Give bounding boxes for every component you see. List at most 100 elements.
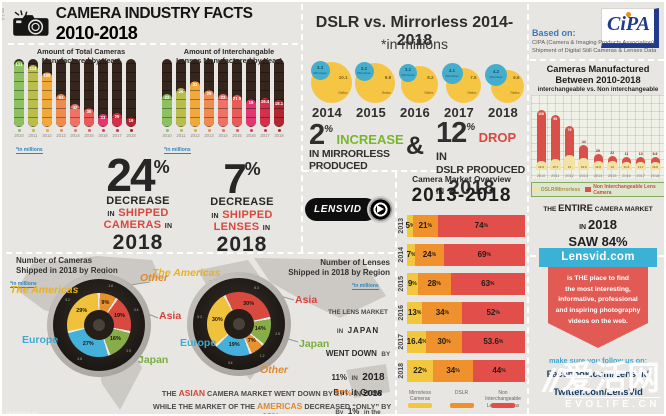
bar-column: 31 2012 bbox=[190, 59, 200, 138]
slice-percent: 19% bbox=[228, 341, 240, 348]
stat-line: SHIPPED bbox=[118, 206, 169, 219]
bar-track: 18.1 bbox=[274, 59, 284, 127]
text: 2018 bbox=[363, 388, 383, 398]
bar-column: 114 2011 bbox=[28, 59, 38, 138]
follow-label: make sure you follow us on: bbox=[548, 356, 648, 365]
text: WHILE THE MARKET OF THE bbox=[152, 402, 255, 411]
non-icl-value: 79 bbox=[567, 127, 572, 132]
bar-track: 100 bbox=[42, 59, 52, 127]
slice-value: 4.8 bbox=[77, 357, 82, 362]
badge-shield: is THE place to find the most interestin… bbox=[548, 259, 648, 348]
play-icon bbox=[377, 205, 384, 213]
bar-column: 22 2010 bbox=[162, 59, 172, 138]
bar-value: 35 bbox=[86, 108, 92, 114]
legend-label: DSLR/Mirrorless bbox=[541, 186, 581, 193]
bar-segment: 44% bbox=[473, 359, 525, 382]
bar-value: 61 bbox=[58, 94, 64, 100]
non-icl-bar bbox=[565, 125, 574, 170]
manufactured-chart: 108 12.9 2010 98 15.7 2011 79 21 2012 44 16.8 2013 2… bbox=[531, 95, 664, 179]
bar-track: 21.5 bbox=[232, 59, 242, 127]
bar-fill: 22 bbox=[162, 94, 172, 127]
bar-fill: 26 bbox=[176, 88, 186, 127]
mirrorless-bubble: 3.1 Mirrorless bbox=[399, 63, 417, 82]
bar-fill: 31 bbox=[190, 80, 200, 127]
divider bbox=[303, 170, 525, 172]
legend-swatch bbox=[408, 403, 432, 408]
bar-value: 22 bbox=[220, 95, 226, 100]
region-label-other: Other bbox=[140, 272, 169, 284]
title-text: CAMERA INDUSTRY FACTS bbox=[55, 4, 253, 22]
stat-year: 2018 bbox=[112, 231, 164, 254]
text: DECREASED “ONLY” BY bbox=[304, 402, 392, 411]
stat-line: IN MIRRORLESS bbox=[309, 148, 390, 160]
bar-grid bbox=[126, 59, 136, 127]
lensvid-badge: is THE place to find the most interestin… bbox=[539, 248, 657, 350]
bar-year: 2017 bbox=[260, 133, 270, 138]
chart-title-line1: Amount of Total Cameras bbox=[36, 47, 126, 56]
bar-segment: 28% bbox=[417, 272, 451, 295]
overview-row: 2017 16.4% 30% 53.6% bbox=[398, 327, 525, 356]
bar-year: 2014 bbox=[70, 133, 80, 138]
bar-column: 22 2014 bbox=[218, 59, 228, 138]
compare-year: 2013 bbox=[579, 174, 588, 178]
bar-fill: 19.4 bbox=[260, 97, 270, 127]
watermark-cn-text: 爱活网 bbox=[561, 359, 660, 396]
overview-row: 2014 7% 24% 69% bbox=[398, 240, 525, 269]
bar-grid bbox=[218, 59, 228, 127]
bar-segment: 7% bbox=[407, 243, 416, 266]
bar-grid bbox=[84, 59, 94, 127]
source-line: CIPA (Camera & Imaging Products Associat… bbox=[532, 40, 656, 46]
stat-value: 1% bbox=[347, 407, 360, 416]
bar-grid bbox=[56, 59, 66, 127]
manufactured-legend: DSLR/Mirrorless Non Interchangeable Lens … bbox=[531, 182, 664, 197]
legend-swatch bbox=[491, 403, 515, 408]
bar-segment: 34% bbox=[432, 359, 474, 382]
bar-dot bbox=[115, 129, 119, 132]
bar-value: 25 bbox=[206, 90, 212, 96]
manufactured-title: Cameras Manufactured Between 2010-2018 bbox=[529, 64, 664, 85]
bar-grid bbox=[176, 59, 186, 127]
asia-market-line: THE ASIAN CAMERA MARKET WENT DOWN BY 27%… bbox=[152, 388, 392, 398]
bar-grid bbox=[204, 59, 214, 127]
bar-column: 19.4 2017 bbox=[260, 59, 270, 138]
cameras-region-title: Number of Cameras Shipped in 2018 by Reg… bbox=[16, 256, 118, 276]
compare-year: 2011 bbox=[551, 174, 560, 178]
stat-word: IN bbox=[436, 151, 447, 163]
chart-title-line2: Lenses Manufactured by Year* bbox=[176, 56, 282, 66]
slice-value: 5.3 bbox=[254, 285, 259, 290]
bar-value: 42 bbox=[72, 105, 78, 111]
slice-percent: 16% bbox=[109, 336, 121, 343]
overview-legend: Mirrorless Cameras DSLR Non Interchangeabl… bbox=[398, 390, 525, 409]
facebook-link[interactable]: Facebook.com/Lensvid bbox=[546, 369, 650, 379]
twitter-link[interactable]: Twitter.com/LensVid bbox=[553, 387, 643, 397]
stat-line: IN bbox=[351, 374, 358, 382]
bar-column: 18.1 2018 bbox=[274, 59, 284, 138]
mirrorless-bubble: 3.2 Mirrorless bbox=[354, 61, 374, 81]
bubble-group: 6.6 Reflex 4.2 Mirrorless 2018 bbox=[481, 56, 525, 120]
bar-grid bbox=[98, 59, 108, 127]
bar-fill: 61 bbox=[56, 93, 66, 127]
bar-value: 18.1 bbox=[274, 100, 284, 106]
compare-year: 2018 bbox=[650, 174, 660, 178]
bar-value: 19 bbox=[248, 99, 254, 105]
text: THE bbox=[161, 389, 177, 398]
icl-bar bbox=[549, 158, 561, 170]
bar-dot bbox=[59, 129, 63, 132]
stacked-bar: 5%21%74% bbox=[406, 214, 525, 237]
bar-dot bbox=[73, 129, 77, 132]
bar-year: 2015 bbox=[232, 133, 242, 138]
slice-value: 5.2 bbox=[65, 297, 70, 302]
slice-percent: 9% bbox=[101, 300, 110, 307]
bar-track: 42 bbox=[70, 59, 80, 127]
bar-grid bbox=[112, 59, 122, 127]
page-title: CAMERA INDUSTRY FACTS 2010-2018 bbox=[56, 5, 298, 44]
cipa-logo-text: CiPA bbox=[607, 13, 650, 35]
bubble-group: 7.5 Reflex 4.1 Mirrorless 2017 bbox=[437, 56, 481, 120]
bar-year: 2017 bbox=[112, 133, 122, 138]
bar-column: 25 2013 bbox=[204, 59, 214, 138]
compare-year: 2014 bbox=[593, 174, 603, 178]
map-section: Number of Cameras Shipped in 2018 by Reg… bbox=[2, 252, 394, 416]
stat-line: JAPAN bbox=[347, 326, 380, 336]
bar-value: 114 bbox=[29, 65, 37, 71]
legend-label: Non Interchangeable Lens Cameras bbox=[485, 390, 521, 409]
